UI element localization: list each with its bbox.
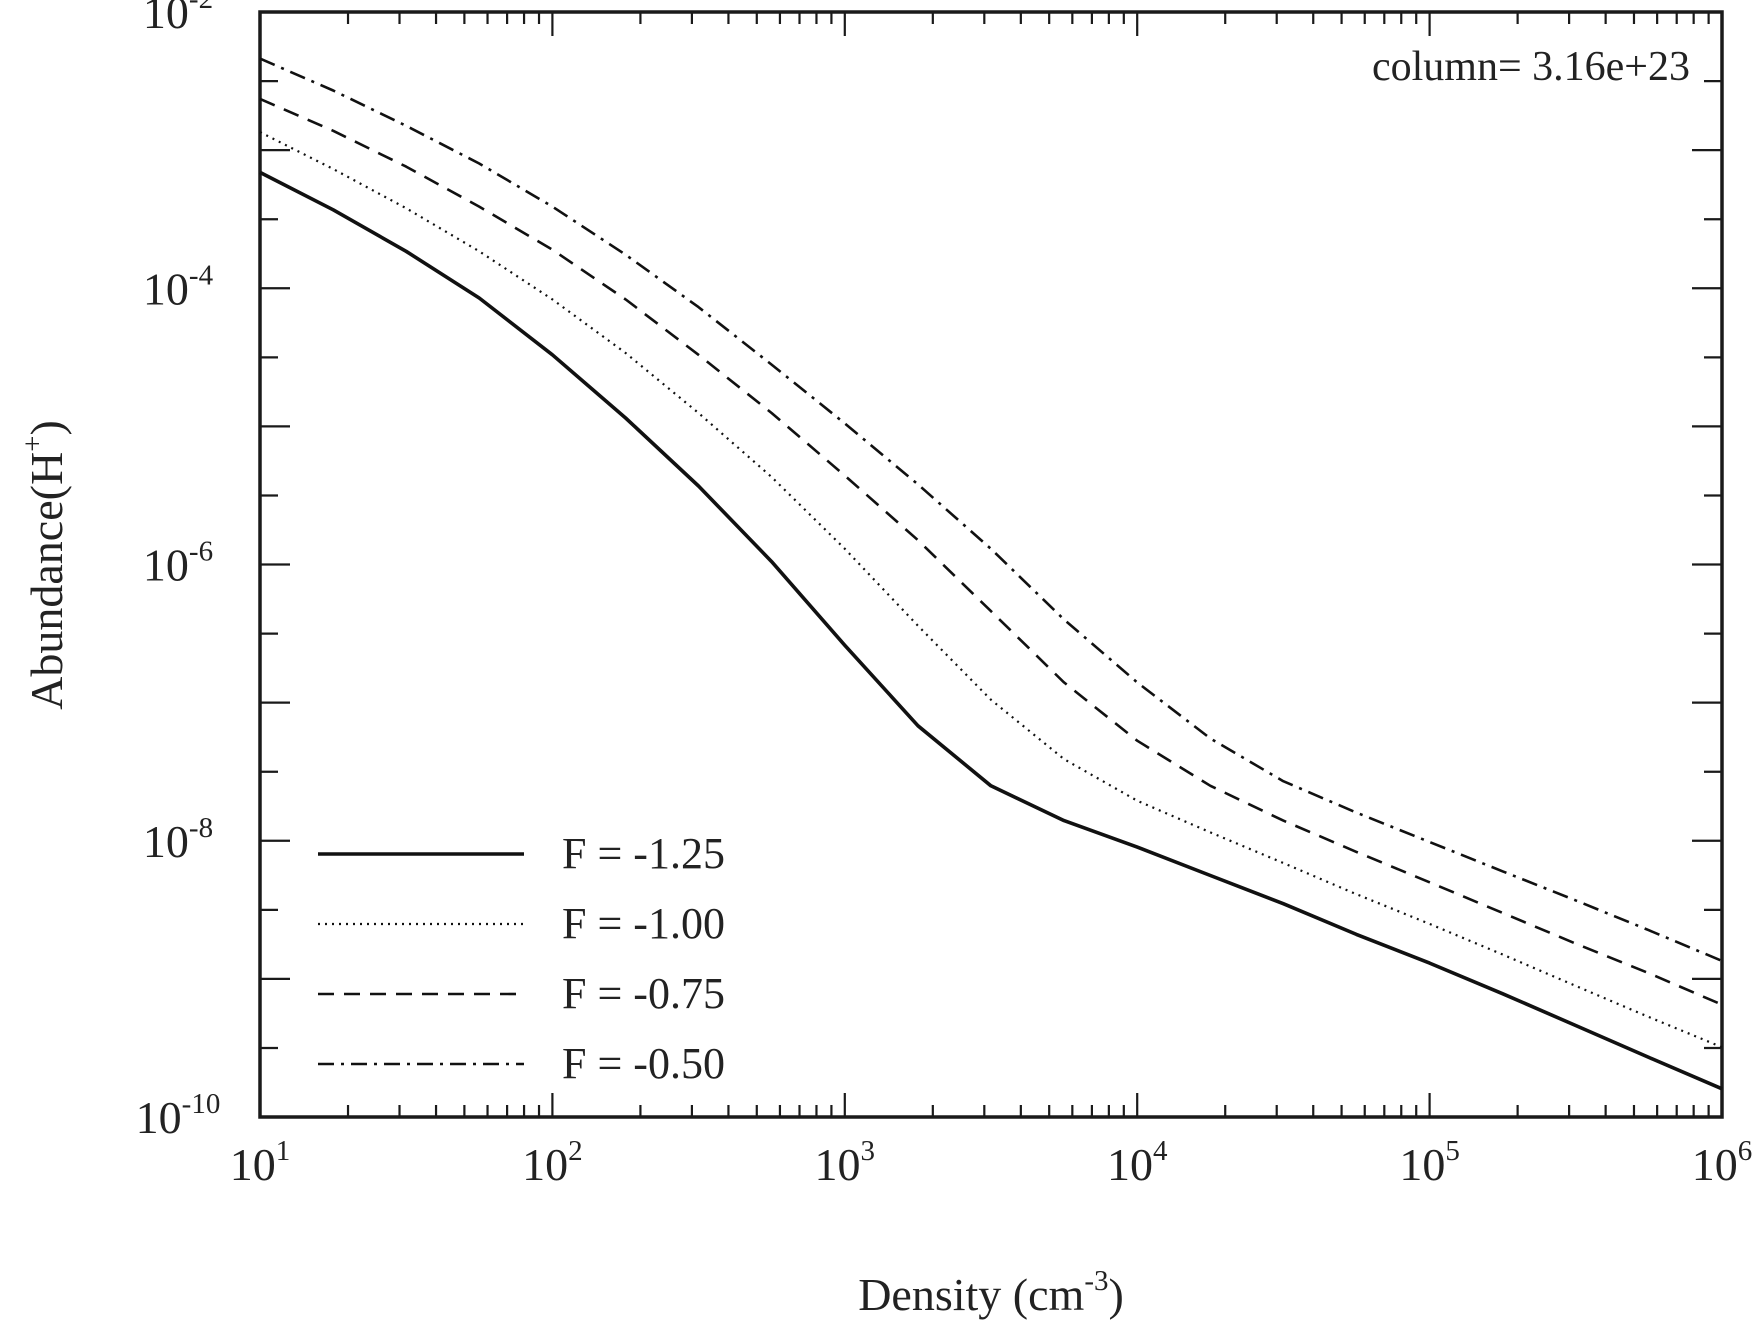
x-tick-base: 10 bbox=[815, 1139, 861, 1190]
x-tick-exponent: 3 bbox=[861, 1135, 876, 1167]
x-tick-label: 102 bbox=[522, 1135, 583, 1190]
y-tick-exponent: -2 bbox=[189, 0, 213, 15]
y-axis-label: Abundance(H+) bbox=[17, 420, 72, 710]
x-axis-label-text: Density (cm bbox=[858, 1269, 1084, 1320]
y-tick-exponent: -4 bbox=[189, 259, 214, 291]
y-tick-labels: 10-210-410-610-810-10 bbox=[136, 0, 221, 1143]
axis-ticks bbox=[258, 12, 1722, 1119]
y-axis-label-suffix: ) bbox=[21, 420, 72, 435]
y-tick-label: 10-8 bbox=[143, 812, 213, 867]
x-tick-base: 10 bbox=[522, 1139, 568, 1190]
series-layer bbox=[259, 57, 1723, 1091]
x-tick-label: 103 bbox=[815, 1135, 876, 1190]
y-tick-base: 10 bbox=[143, 816, 189, 867]
x-axis-label-suffix: ) bbox=[1108, 1269, 1123, 1320]
series-line bbox=[259, 131, 1723, 1049]
x-tick-exponent: 5 bbox=[1445, 1135, 1460, 1167]
y-tick-exponent: -8 bbox=[189, 812, 213, 844]
legend-label: F = -0.75 bbox=[562, 969, 725, 1018]
column-annotation: column= 3.16e+23 bbox=[1372, 44, 1690, 90]
x-axis-label: Density (cm-3) bbox=[858, 1265, 1124, 1320]
series-line bbox=[259, 170, 1723, 1091]
x-tick-label: 101 bbox=[230, 1135, 291, 1190]
x-tick-exponent: 2 bbox=[568, 1135, 583, 1167]
y-tick-exponent: -6 bbox=[189, 536, 213, 568]
y-tick-base: 10 bbox=[143, 540, 189, 591]
y-tick-label: 10-10 bbox=[136, 1088, 221, 1143]
y-tick-exponent: -10 bbox=[182, 1088, 221, 1120]
x-tick-base: 10 bbox=[230, 1139, 276, 1190]
x-tick-exponent: 6 bbox=[1738, 1135, 1753, 1167]
legend-label: F = -1.00 bbox=[562, 899, 725, 948]
x-tick-exponent: 1 bbox=[276, 1135, 291, 1167]
x-tick-label: 105 bbox=[1399, 1135, 1460, 1190]
x-tick-label: 106 bbox=[1692, 1135, 1753, 1190]
x-tick-labels: 101 102 103 104 105 106 bbox=[230, 1135, 1753, 1190]
x-tick-base: 10 bbox=[1692, 1139, 1738, 1190]
legend-label: F = -1.25 bbox=[562, 829, 725, 878]
series-line bbox=[259, 57, 1723, 963]
y-tick-label: 10-6 bbox=[143, 536, 213, 591]
x-tick-base: 10 bbox=[1399, 1139, 1445, 1190]
y-tick-label: 10-4 bbox=[143, 259, 214, 314]
x-tick-label: 104 bbox=[1107, 1135, 1168, 1190]
y-tick-base: 10 bbox=[136, 1092, 182, 1143]
series-line bbox=[259, 97, 1723, 1006]
y-tick-base: 10 bbox=[143, 0, 189, 38]
y-axis-label-exponent: + bbox=[17, 435, 49, 451]
legend-label: F = -0.50 bbox=[562, 1039, 725, 1088]
y-tick-base: 10 bbox=[143, 263, 189, 314]
x-tick-exponent: 4 bbox=[1153, 1135, 1168, 1167]
y-axis-label-text: Abundance(H bbox=[21, 452, 72, 710]
plot-frame bbox=[258, 10, 1724, 1119]
x-axis-label-exponent: -3 bbox=[1084, 1265, 1108, 1297]
x-tick-base: 10 bbox=[1107, 1139, 1153, 1190]
legend: F = -1.25 F = -1.00 F = -0.75 F = -0.50 bbox=[318, 829, 725, 1088]
y-tick-label: 10-2 bbox=[143, 0, 213, 38]
